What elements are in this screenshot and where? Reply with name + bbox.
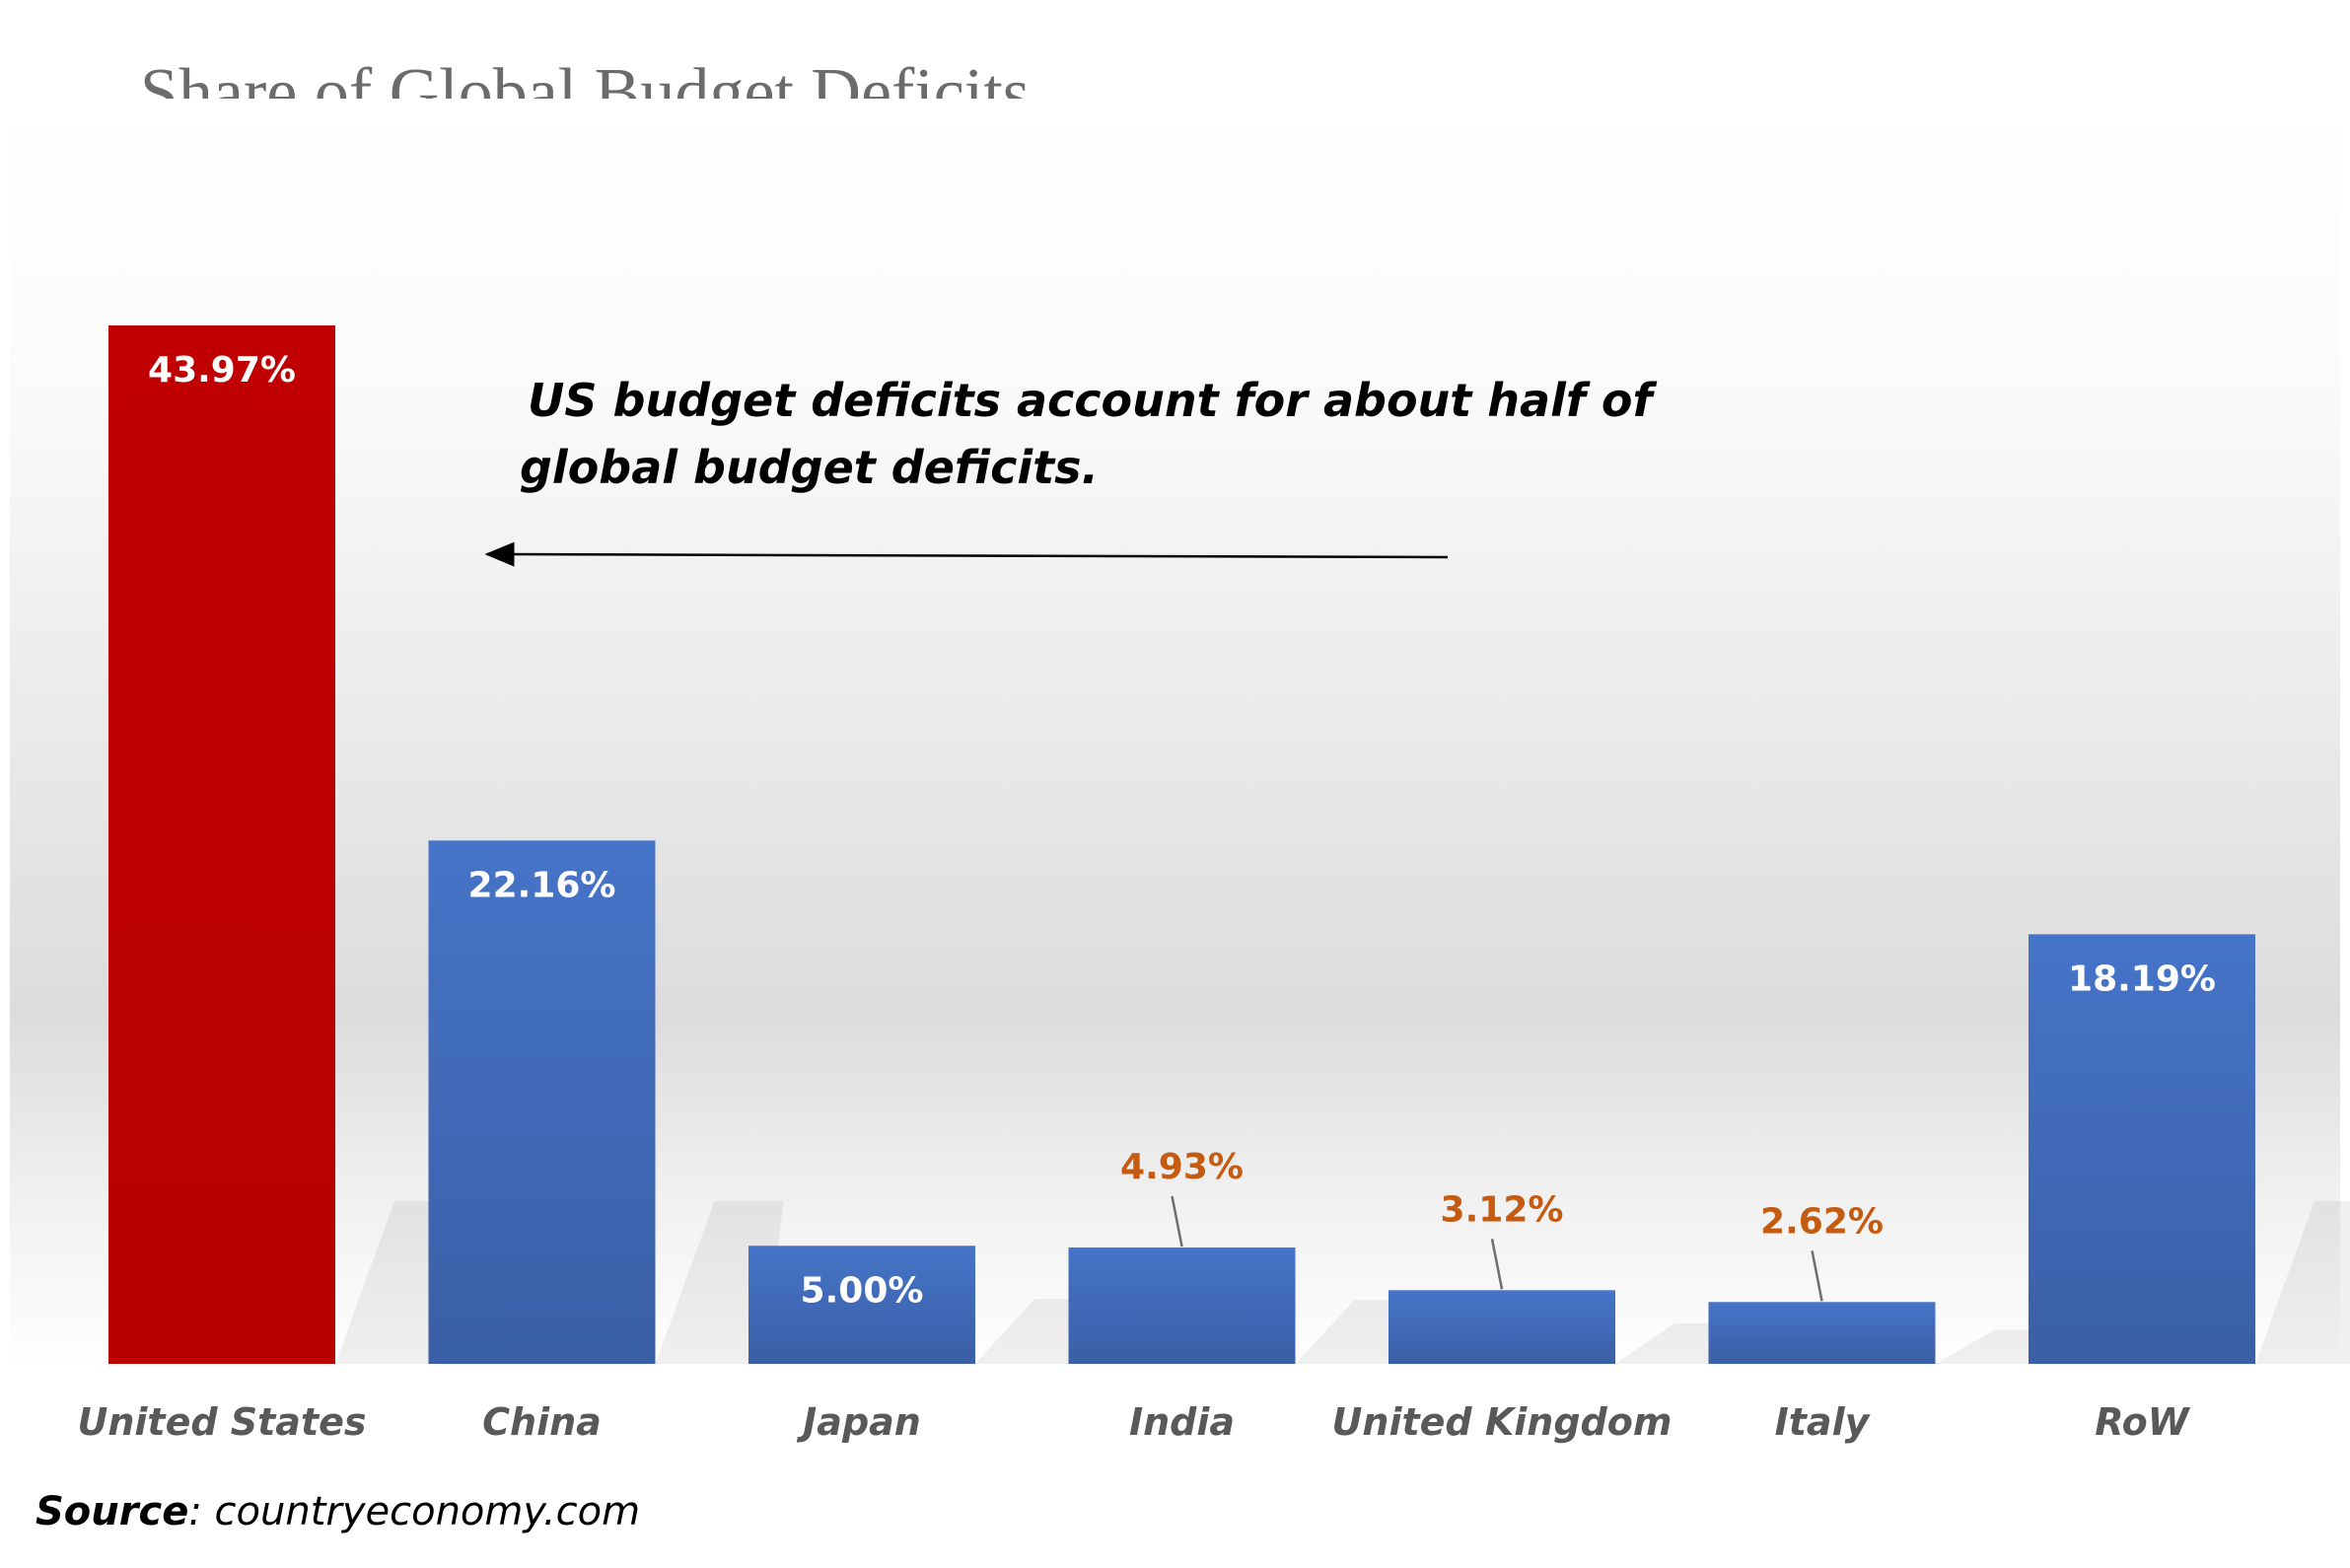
leader-line-india — [1171, 1195, 1183, 1247]
data-label-row: 18.19% — [2068, 959, 2216, 999]
source-label: Source — [36, 1489, 189, 1534]
category-labels: United States China Japan India United Kingd… — [77, 1400, 2190, 1444]
bar-china — [428, 840, 656, 1364]
leader-line-united-kingdom — [1490, 1239, 1504, 1290]
data-label-japan: 5.00% — [801, 1270, 924, 1311]
annotation-arrow — [484, 541, 1449, 567]
category-label-india: India — [1129, 1400, 1235, 1444]
data-label-italy: 2.62% — [1760, 1201, 1884, 1242]
bar-italy — [1708, 1302, 1936, 1364]
category-label-japan: Japan — [796, 1400, 921, 1444]
bar-united-kingdom — [1389, 1290, 1615, 1364]
bars — [108, 325, 2255, 1364]
category-label-italy: Italy — [1775, 1400, 1872, 1444]
plot-background — [10, 99, 2340, 1371]
annotation: US budget deficits account for about hal… — [484, 374, 1657, 567]
annotation-line-1: US budget deficits account for about hal… — [528, 374, 1657, 427]
data-labels: 43.97% 22.16% 5.00% 4.93% 3.12% 2.62% 18.19% — [148, 350, 2216, 1311]
label-leader-lines — [1171, 1195, 1823, 1302]
data-label-united-states: 43.97% — [148, 350, 296, 391]
bar-shadow-row — [2255, 1201, 2350, 1364]
source-text: : countryeconomy.com — [188, 1489, 641, 1534]
bar-india — [1068, 1247, 1296, 1364]
leader-line-italy — [1811, 1250, 1823, 1302]
data-label-china: 22.16% — [468, 865, 616, 905]
category-label-china: China — [482, 1400, 602, 1444]
bar-united-states — [108, 325, 335, 1364]
category-label-row: RoW — [2095, 1400, 2190, 1444]
category-label-united-states: United States — [77, 1400, 366, 1444]
data-label-india: 4.93% — [1120, 1147, 1244, 1187]
source-line: Source: countryeconomy.com — [36, 1489, 640, 1534]
bar-row — [2029, 934, 2255, 1364]
annotation-line-2: global budget deficits. — [520, 441, 1099, 494]
bar-japan — [748, 1246, 975, 1364]
category-label-united-kingdom: United Kingdom — [1332, 1400, 1673, 1444]
data-label-united-kingdom: 3.12% — [1441, 1189, 1564, 1230]
